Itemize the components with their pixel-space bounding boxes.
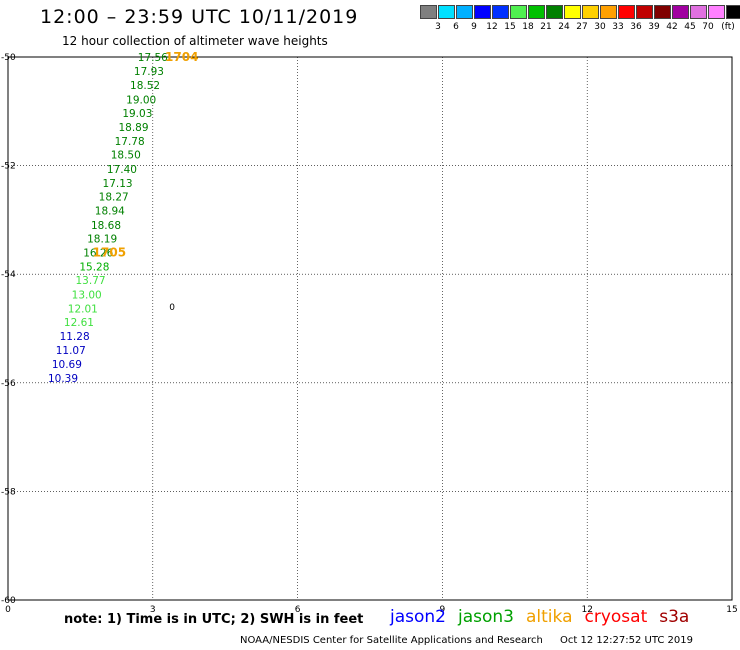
wave-height-value: 17.13 <box>103 178 133 190</box>
wave-height-value: 19.03 <box>122 108 152 120</box>
wave-height-value: 10.69 <box>52 359 82 371</box>
legend-swatch <box>474 5 491 19</box>
credit-line: NOAA/NESDIS Center for Satellite Applica… <box>240 635 693 646</box>
map-frame <box>7 56 733 601</box>
wave-height-value: 11.07 <box>56 345 86 357</box>
legend-label: 70 <box>702 22 714 32</box>
wave-height-value: 10.39 <box>48 373 78 385</box>
wave-height-value: 15.28 <box>79 262 109 274</box>
legend-swatch <box>492 5 509 19</box>
legend-swatch <box>546 5 563 19</box>
legend-swatch <box>654 5 671 19</box>
wave-height-value: 17.56 <box>138 52 168 64</box>
legend-label: 21 <box>540 22 552 32</box>
wave-height-value: 12.61 <box>64 317 94 329</box>
wave-height-value: 18.50 <box>111 150 141 162</box>
legend-swatch <box>456 5 473 19</box>
wave-height-value: 18.27 <box>99 192 129 204</box>
y-tick-label: -58 <box>1 487 16 497</box>
legend-swatch <box>564 5 581 19</box>
wave-height-value: 18.68 <box>91 220 121 232</box>
wave-height-value: 17.78 <box>115 136 145 148</box>
legend-swatch <box>600 5 617 19</box>
contour-label: 0 <box>169 303 175 313</box>
legend-label: 27 <box>576 22 588 32</box>
wave-height-value: 13.00 <box>72 289 102 301</box>
legend-label: 42 <box>666 22 678 32</box>
pass-time-label: 1704 <box>165 50 198 64</box>
legend-label: 15 <box>504 22 516 32</box>
wave-height-value: 13.77 <box>76 275 106 287</box>
y-tick-label: -50 <box>1 53 16 63</box>
timestamp: Oct 12 12:27:52 UTC 2019 <box>560 635 693 646</box>
y-tick-label: -52 <box>1 162 16 172</box>
wave-height-value: 12.01 <box>68 303 98 315</box>
legend-label: 33 <box>612 22 624 32</box>
footer-note: note: 1) Time is in UTC; 2) SWH is in fe… <box>64 612 364 627</box>
legend-swatch <box>672 5 689 19</box>
wave-height-value: 17.40 <box>107 164 137 176</box>
page-title: 12:00 – 23:59 UTC 10/11/2019 <box>40 6 359 28</box>
legend-label: 45 <box>684 22 696 32</box>
legend-swatch <box>636 5 653 19</box>
legend-swatch <box>420 5 437 19</box>
x-tick-label: 0 <box>5 605 11 615</box>
satellite-legend: jason2 jason3 altika cryosat s3a <box>390 607 689 627</box>
legend-label: 24 <box>558 22 570 32</box>
wave-height-value: 18.19 <box>87 233 117 245</box>
satellite-jason3: jason3 <box>458 607 514 627</box>
legend-swatch <box>438 5 455 19</box>
wave-height-value: 18.52 <box>130 80 160 92</box>
legend-swatch <box>726 5 740 19</box>
legend-label: 18 <box>522 22 534 32</box>
satellite-s3a: s3a <box>659 607 690 627</box>
wave-height-value: 17.93 <box>134 66 164 78</box>
x-tick-label: 3 <box>150 605 156 615</box>
legend-label: 12 <box>486 22 498 32</box>
color-scale-labels: 3 6 9 12 15 18 21 24 27 30 33 36 39 42 45 70 (ft) <box>420 22 740 34</box>
legend-label: 39 <box>648 22 660 32</box>
legend-label: 36 <box>630 22 642 32</box>
color-scale-legend <box>420 5 740 19</box>
legend-swatch <box>690 5 707 19</box>
x-tick-label: 6 <box>295 605 301 615</box>
satellite-cryosat: cryosat <box>584 607 648 627</box>
legend-unit: (ft) <box>721 22 735 32</box>
legend-label: 30 <box>594 22 606 32</box>
legend-label: 3 <box>435 22 441 32</box>
legend-swatch <box>618 5 635 19</box>
legend-swatch <box>582 5 599 19</box>
y-tick-label: -60 <box>1 596 16 606</box>
legend-label: 9 <box>471 22 477 32</box>
legend-swatch <box>510 5 527 19</box>
y-tick-label: -56 <box>1 379 16 389</box>
satellite-jason2: jason2 <box>390 607 446 627</box>
page-subtitle: 12 hour collection of altimeter wave hei… <box>62 34 328 48</box>
wave-height-value: 16.26 <box>83 247 113 259</box>
x-tick-label: 12 <box>581 605 592 615</box>
y-tick-label: -54 <box>1 270 16 280</box>
wave-height-value: 19.00 <box>126 94 156 106</box>
x-tick-label: 15 <box>726 605 737 615</box>
legend-label: 6 <box>453 22 459 32</box>
satellite-altika: altika <box>526 607 573 627</box>
pass-time-label: 1705 <box>93 245 126 259</box>
legend-swatch <box>528 5 545 19</box>
wave-height-value: 18.89 <box>118 122 148 134</box>
credit-text: NOAA/NESDIS Center for Satellite Applica… <box>240 635 543 646</box>
wave-height-value: 18.94 <box>95 206 125 218</box>
legend-swatch <box>708 5 725 19</box>
wave-height-value: 11.28 <box>60 331 90 343</box>
x-tick-label: 9 <box>440 605 446 615</box>
